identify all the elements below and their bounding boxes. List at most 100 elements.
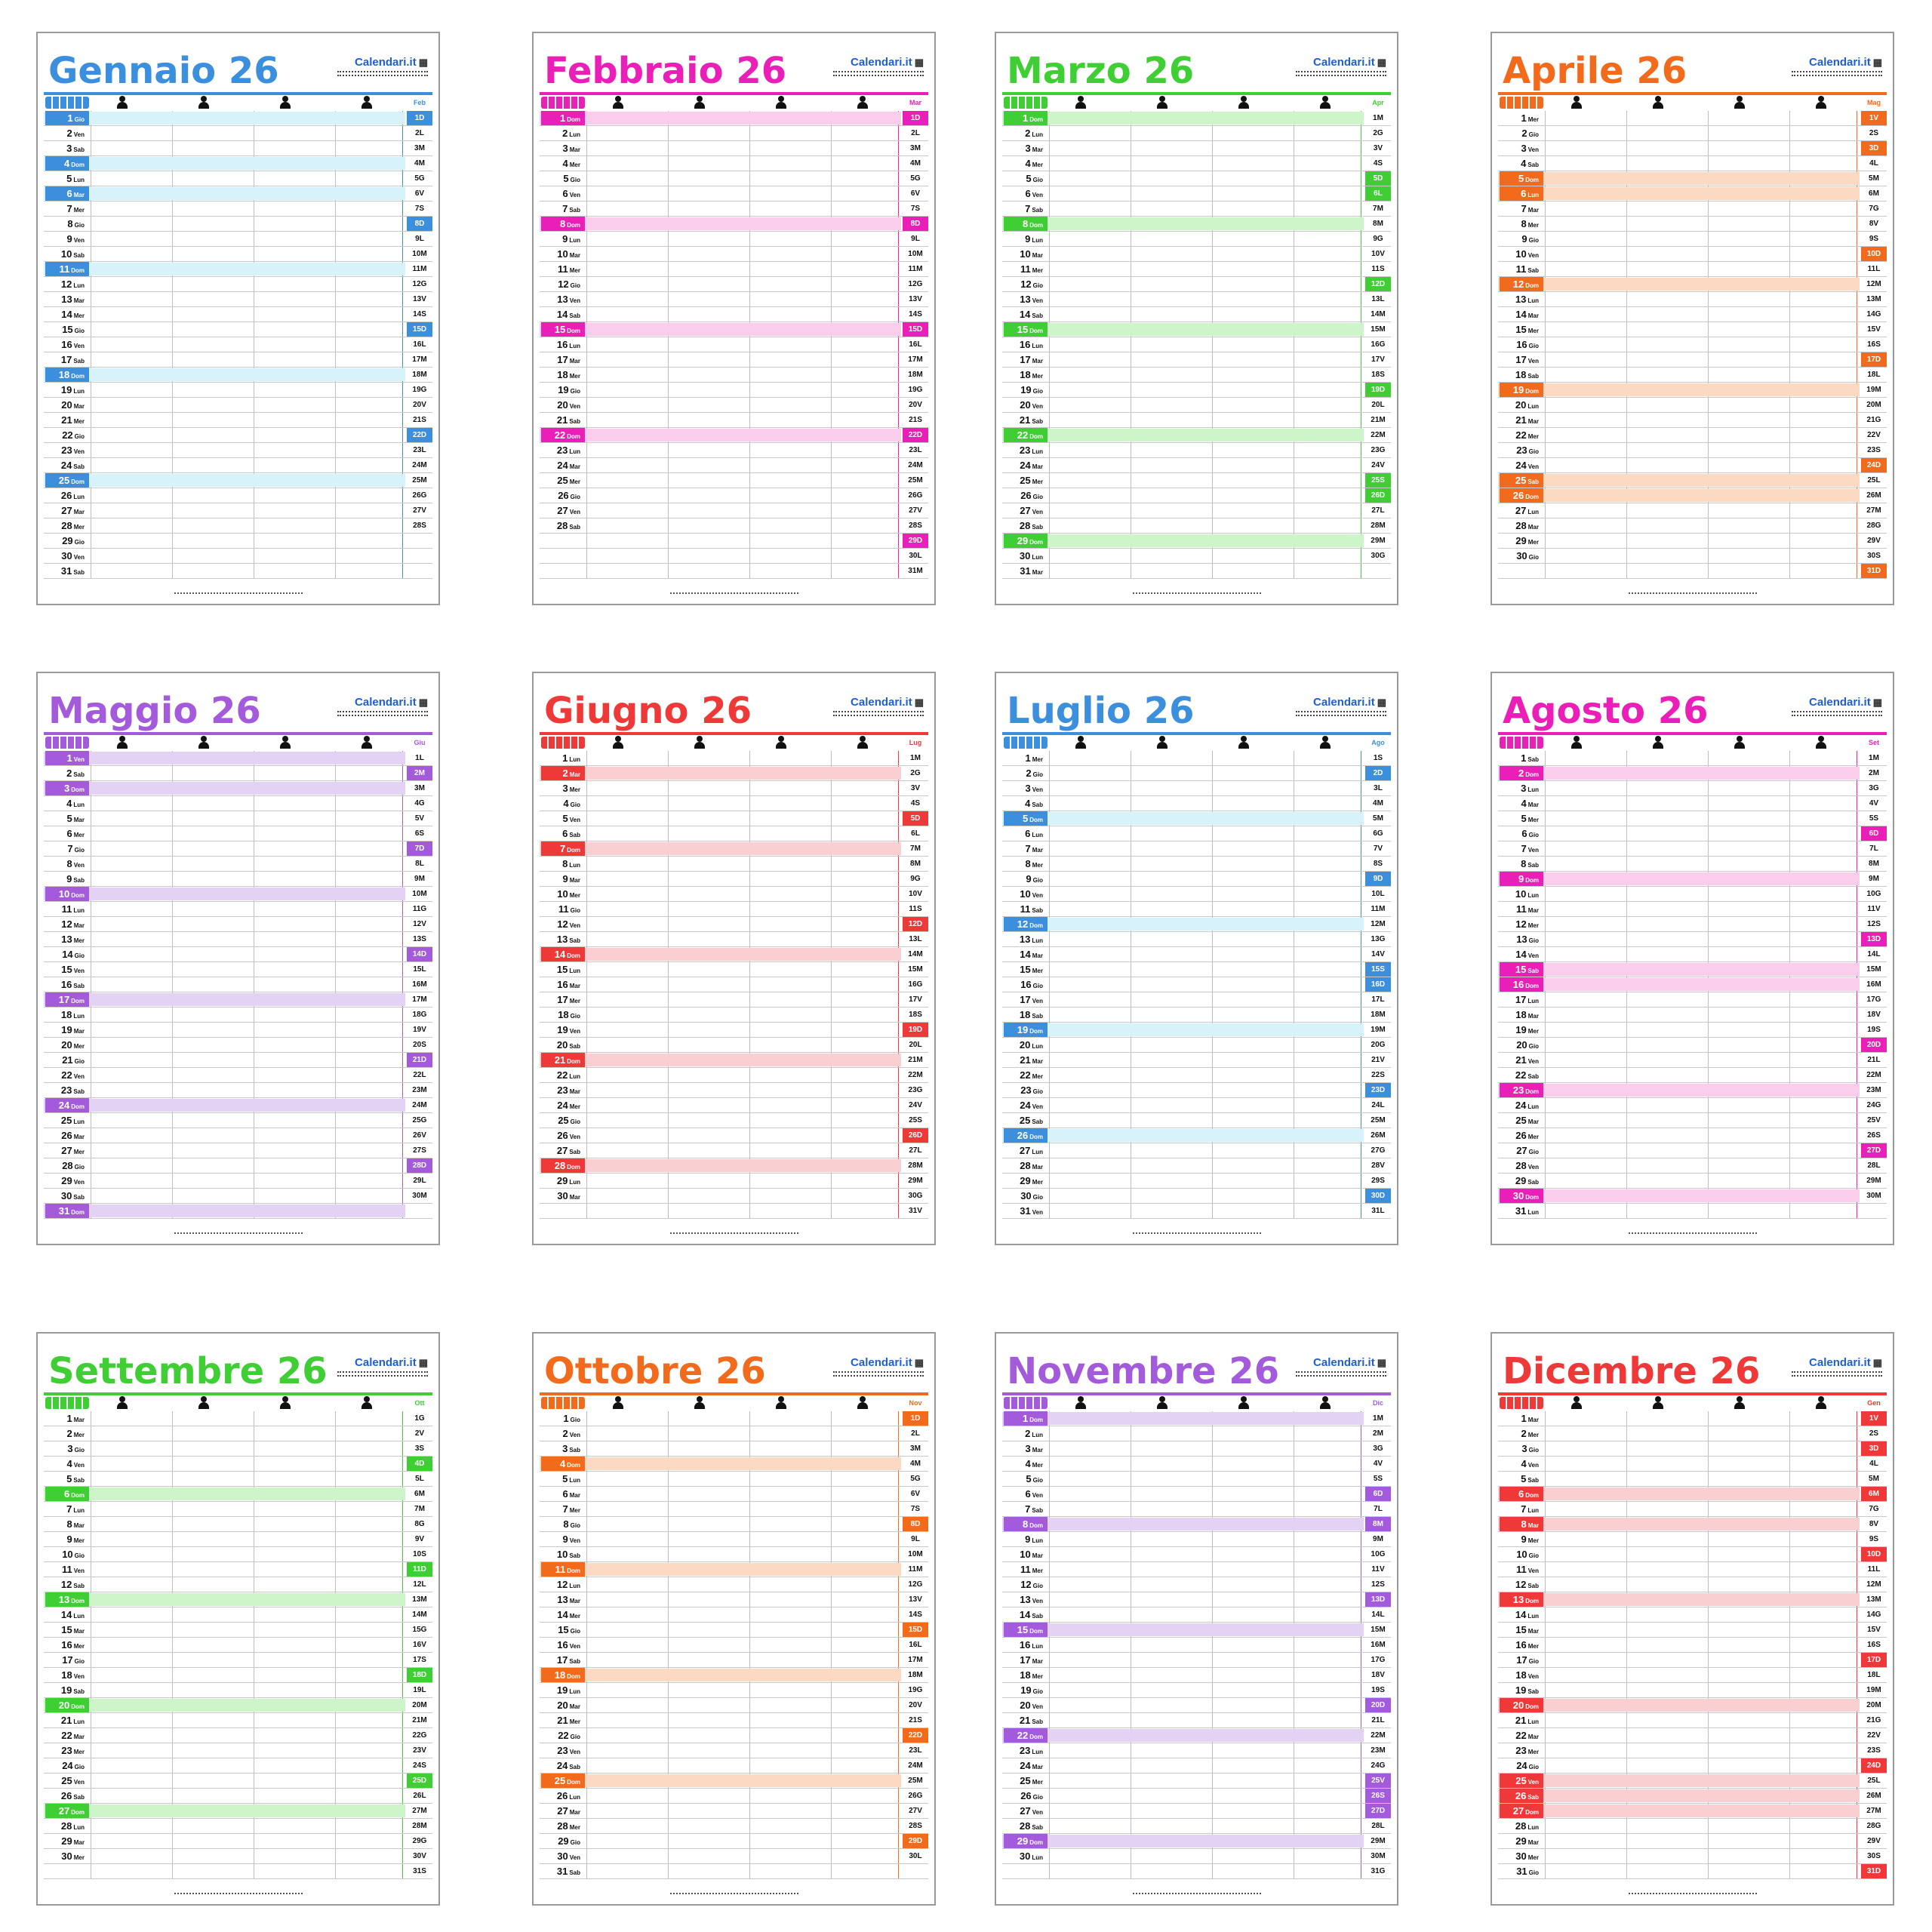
day-row[interactable]: 27 Lun 27G: [1002, 1143, 1391, 1158]
day-row[interactable]: 4 Mer 4M: [540, 156, 928, 171]
day-row[interactable]: 1 Sab 1M: [1498, 751, 1887, 766]
day-row[interactable]: 29 Mar 29G: [44, 1834, 432, 1849]
day-row[interactable]: 13 Gio 13D: [1498, 932, 1887, 947]
day-row[interactable]: 1 Mer 1S: [1002, 751, 1391, 766]
day-row[interactable]: 3 Gio 3S: [44, 1441, 432, 1457]
day-row[interactable]: 28 Ven 28L: [1498, 1158, 1887, 1174]
day-row[interactable]: 6 Ven 6L: [1002, 186, 1391, 202]
day-row[interactable]: 26 Mer 26S: [1498, 1128, 1887, 1143]
day-row[interactable]: 9 Ven 9L: [44, 232, 432, 247]
day-row[interactable]: 30 Lun 30G: [1002, 549, 1391, 564]
day-row[interactable]: 16 Dom 16M: [1498, 977, 1887, 992]
day-row[interactable]: 23 Ven 23L: [44, 443, 432, 458]
day-row[interactable]: 28 Lun 28M: [44, 1819, 432, 1834]
day-row[interactable]: 9 Gio 9S: [1498, 232, 1887, 247]
day-row[interactable]: 30 Sab 30M: [44, 1189, 432, 1204]
day-row[interactable]: 4 Sab 4M: [1002, 796, 1391, 811]
day-row[interactable]: 29 Mar 29V: [1498, 1834, 1887, 1849]
day-row[interactable]: 27 Mar 27V: [44, 503, 432, 518]
day-row[interactable]: 7 Ven 7L: [1498, 841, 1887, 857]
day-row[interactable]: 2 Lun 2M: [1002, 1426, 1391, 1441]
day-row[interactable]: 13 Mer 13S: [44, 932, 432, 947]
day-row[interactable]: 17 Ven 17D: [1498, 352, 1887, 368]
day-row[interactable]: 15 Mer 15S: [1002, 962, 1391, 977]
day-row[interactable]: 19 Lun 19G: [540, 1683, 928, 1698]
day-row[interactable]: 14 Mar 14V: [1002, 947, 1391, 962]
day-row[interactable]: 7 Mar 7G: [1498, 202, 1887, 217]
day-row[interactable]: 13 Lun 13G: [1002, 932, 1391, 947]
day-row[interactable]: 2 Mer 2S: [1498, 1426, 1887, 1441]
day-row[interactable]: 24 Ven 24L: [1002, 1098, 1391, 1113]
day-row[interactable]: 28 Sab 28M: [1002, 518, 1391, 534]
day-row[interactable]: 12 Dom 12M: [1498, 277, 1887, 292]
day-row[interactable]: 21 Sab 21L: [1002, 1713, 1391, 1728]
day-row[interactable]: 22 Gio 22D: [44, 428, 432, 443]
day-row[interactable]: 14 Dom 14M: [540, 947, 928, 962]
day-row[interactable]: 26 Dom 26M: [1498, 488, 1887, 503]
day-row[interactable]: 12 Gio 12D: [1002, 277, 1391, 292]
day-row[interactable]: 20 Mar 20V: [44, 398, 432, 413]
day-row[interactable]: 2 Mar 2G: [540, 766, 928, 781]
day-row[interactable]: 6 Lun 6M: [1498, 186, 1887, 202]
day-row[interactable]: 2 Ven 2L: [540, 1426, 928, 1441]
day-row[interactable]: 27 Gio 27D: [1498, 1143, 1887, 1158]
day-row[interactable]: 8 Sab 8M: [1498, 857, 1887, 872]
day-row[interactable]: 15 Gio 15D: [540, 1623, 928, 1638]
day-row[interactable]: 3 Dom 3M: [44, 781, 432, 796]
day-row[interactable]: 20 Dom 20M: [1498, 1698, 1887, 1713]
day-row[interactable]: 16 Lun 16G: [1002, 337, 1391, 352]
day-row[interactable]: 18 Mer 18M: [540, 368, 928, 383]
day-row[interactable]: 13 Sab 13L: [540, 932, 928, 947]
day-row[interactable]: 28 Mar 28V: [1002, 1158, 1391, 1174]
day-row[interactable]: 11 Gio 11S: [540, 902, 928, 917]
day-row[interactable]: 7 Sab 7M: [1002, 202, 1391, 217]
day-row[interactable]: 5 Gio 5S: [1002, 1472, 1391, 1487]
day-row[interactable]: 23 Mer 23S: [1498, 1743, 1887, 1758]
day-row[interactable]: 22 Ven 22L: [44, 1068, 432, 1083]
day-row[interactable]: 27 Dom 27M: [1498, 1804, 1887, 1819]
day-row[interactable]: 6 Dom 6M: [44, 1487, 432, 1502]
day-row[interactable]: 7 Lun 7M: [44, 1502, 432, 1517]
day-row[interactable]: 25 Sab 25M: [1002, 1113, 1391, 1128]
day-row[interactable]: 6 Ven 6V: [540, 186, 928, 202]
day-row[interactable]: 26 Sab 26M: [1498, 1789, 1887, 1804]
day-row[interactable]: 4 Dom 4M: [44, 156, 432, 171]
day-row[interactable]: 30 Mer 30S: [1498, 1849, 1887, 1864]
day-row[interactable]: 27 Mer 27S: [44, 1143, 432, 1158]
day-row[interactable]: 10 Dom 10M: [44, 887, 432, 902]
day-row[interactable]: 18 Gio 18S: [540, 1008, 928, 1023]
day-row[interactable]: 7 Mer 7S: [44, 202, 432, 217]
day-row[interactable]: 16 Mer 16S: [1498, 1638, 1887, 1653]
day-row[interactable]: 6 Mer 6S: [44, 826, 432, 841]
day-row[interactable]: 26 Dom 26M: [1002, 1128, 1391, 1143]
day-row[interactable]: 14 Mer 14S: [540, 1607, 928, 1623]
day-row[interactable]: 18 Ven 18D: [44, 1668, 432, 1683]
day-row[interactable]: 18 Sab 18L: [1498, 368, 1887, 383]
day-row[interactable]: 7 Mer 7S: [540, 1502, 928, 1517]
day-row[interactable]: 10 Lun 10G: [1498, 887, 1887, 902]
day-row[interactable]: 20 Dom 20M: [44, 1698, 432, 1713]
day-row[interactable]: 9 Mer 9V: [44, 1532, 432, 1547]
day-row[interactable]: 3 Ven 3D: [1498, 141, 1887, 156]
day-row[interactable]: 23 Sab 23M: [44, 1083, 432, 1098]
day-row[interactable]: 22 Mer 22S: [1002, 1068, 1391, 1083]
day-row[interactable]: 23 Lun 23G: [1002, 443, 1391, 458]
day-row[interactable]: 21 Mar 21G: [1498, 413, 1887, 428]
day-row[interactable]: 16 Mer 16V: [44, 1638, 432, 1653]
day-row[interactable]: 15 Lun 15M: [540, 962, 928, 977]
day-row[interactable]: 16 Ven 16L: [44, 337, 432, 352]
day-row[interactable]: 4 Ven 4D: [44, 1457, 432, 1472]
day-row[interactable]: 28 Mer 28S: [540, 1819, 928, 1834]
day-row[interactable]: 31 Gio 31D: [1498, 1864, 1887, 1879]
day-row[interactable]: 22 Gio 22D: [540, 1728, 928, 1743]
day-row[interactable]: 17 Gio 17S: [44, 1653, 432, 1668]
day-row[interactable]: 17 Sab 17M: [540, 1653, 928, 1668]
day-row[interactable]: 19 Ven 19D: [540, 1023, 928, 1038]
day-row[interactable]: 8 Ven 8L: [44, 857, 432, 872]
day-row[interactable]: 1 Dom 1M: [1002, 111, 1391, 126]
day-row[interactable]: 14 Mar 14G: [1498, 307, 1887, 322]
day-row[interactable]: 21 Sab 21S: [540, 413, 928, 428]
day-row[interactable]: 20 Mer 20S: [44, 1038, 432, 1053]
day-row[interactable]: 9 Ven 9L: [540, 1532, 928, 1547]
day-row[interactable]: 24 Mar 24G: [1002, 1758, 1391, 1774]
